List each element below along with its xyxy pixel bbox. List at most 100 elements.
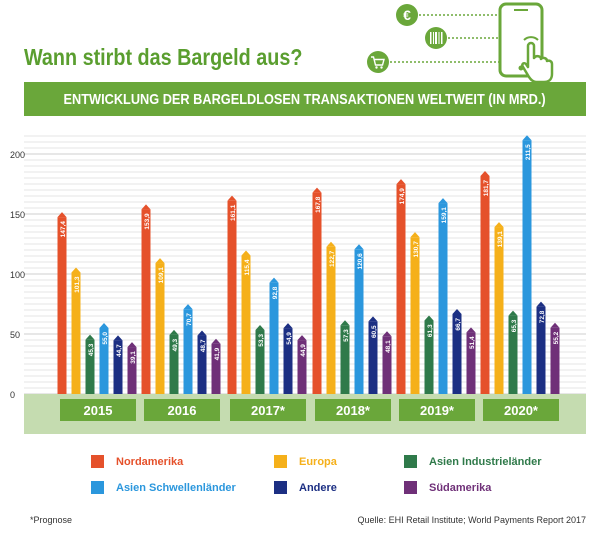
bar-cap bbox=[494, 222, 504, 228]
bar bbox=[452, 313, 462, 394]
bar-cap bbox=[155, 258, 165, 264]
data-label: 54,9 bbox=[286, 332, 293, 345]
bar-cap bbox=[183, 304, 193, 310]
data-label: 139,1 bbox=[497, 231, 504, 248]
data-label: 61,3 bbox=[427, 324, 434, 337]
data-label: 211,5 bbox=[525, 144, 532, 160]
bar-cap bbox=[197, 330, 207, 336]
data-label: 48,1 bbox=[385, 340, 392, 353]
bar bbox=[141, 209, 151, 394]
x-tick-label: 2017* bbox=[251, 403, 286, 418]
bar-cap bbox=[297, 335, 307, 341]
data-label: 41,9 bbox=[214, 347, 221, 360]
x-tick-label: 2020* bbox=[504, 403, 539, 418]
data-label: 66,7 bbox=[455, 318, 462, 331]
bar-cap bbox=[255, 325, 265, 331]
footnote-prognose: *Prognose bbox=[30, 515, 73, 525]
bar-cap bbox=[536, 301, 546, 307]
bar bbox=[382, 336, 392, 394]
year-label-box bbox=[144, 399, 220, 421]
svg-text:€: € bbox=[403, 7, 411, 23]
y-tick-label: 150 bbox=[10, 210, 25, 220]
bar-cap bbox=[396, 179, 406, 185]
year-label-box bbox=[483, 399, 559, 421]
bar bbox=[354, 249, 364, 394]
x-tick-label: 2015 bbox=[84, 403, 113, 418]
bar bbox=[494, 227, 504, 394]
bar bbox=[71, 272, 81, 394]
bar-cap bbox=[211, 338, 221, 344]
year-label-box bbox=[230, 399, 306, 421]
bar bbox=[297, 340, 307, 394]
bar bbox=[227, 200, 237, 394]
data-label: 39,1 bbox=[130, 351, 137, 364]
bar bbox=[480, 175, 490, 394]
data-label: 55,2 bbox=[553, 331, 560, 344]
y-tick-label: 100 bbox=[10, 270, 25, 280]
data-label: 167,8 bbox=[315, 196, 322, 213]
bar-cap bbox=[113, 335, 123, 341]
bar bbox=[85, 339, 95, 394]
data-label: 60,5 bbox=[371, 325, 378, 338]
bar-cap bbox=[354, 244, 364, 250]
page-title: Wann stirbt das Bargeld aus? bbox=[24, 44, 303, 70]
bar-cap bbox=[99, 323, 109, 328]
bar bbox=[155, 263, 165, 394]
data-label: 49,3 bbox=[172, 338, 179, 351]
bar-cap bbox=[71, 267, 81, 273]
x-tick-label: 2016 bbox=[168, 403, 197, 418]
bar bbox=[241, 255, 251, 394]
year-label-box bbox=[399, 399, 475, 421]
data-label: 147,4 bbox=[60, 221, 67, 238]
year-label-box bbox=[315, 399, 391, 421]
bar-cap bbox=[368, 316, 378, 322]
bar bbox=[368, 321, 378, 394]
euro-coin-icon: € bbox=[396, 4, 418, 26]
bar bbox=[113, 340, 123, 394]
data-label: 70,7 bbox=[186, 313, 193, 326]
data-label: 122,7 bbox=[329, 250, 336, 267]
bar bbox=[438, 203, 448, 394]
bar-cap bbox=[452, 308, 462, 314]
bar-cap bbox=[424, 315, 434, 321]
bar-cap bbox=[522, 135, 532, 141]
bar-cap bbox=[227, 195, 237, 201]
data-label: 101,3 bbox=[74, 276, 81, 293]
x-tick-label: 2018* bbox=[336, 403, 371, 418]
y-tick-label: 0 bbox=[10, 390, 15, 400]
bar-cap bbox=[127, 342, 137, 348]
bar-cap bbox=[438, 198, 448, 204]
data-label: 48,7 bbox=[200, 339, 207, 352]
data-label: 153,9 bbox=[144, 213, 151, 230]
data-label: 161,1 bbox=[230, 204, 237, 221]
bar-cap bbox=[141, 204, 151, 210]
bar-cap bbox=[57, 212, 67, 218]
bar-cap bbox=[466, 327, 476, 333]
bar bbox=[127, 347, 137, 394]
data-label: 55,0 bbox=[102, 332, 109, 345]
bar bbox=[508, 315, 518, 394]
data-label: 92,8 bbox=[272, 286, 279, 299]
data-label: 181,7 bbox=[483, 180, 490, 197]
bar bbox=[340, 325, 350, 394]
data-label: 120,6 bbox=[357, 253, 364, 270]
bar bbox=[424, 320, 434, 394]
bar bbox=[211, 343, 221, 394]
data-label: 72,8 bbox=[539, 310, 546, 323]
data-label: 159,1 bbox=[441, 207, 448, 224]
bar-cap bbox=[508, 310, 518, 316]
data-label: 44,7 bbox=[116, 344, 123, 357]
bar bbox=[283, 328, 293, 394]
chart-subtitle: ENTWICKLUNG DER BARGELDLOSEN TRANSAKTION… bbox=[63, 90, 547, 108]
bar bbox=[255, 330, 265, 394]
bar-cap bbox=[241, 250, 251, 256]
bar-cap bbox=[269, 277, 279, 283]
year-label-box bbox=[60, 399, 136, 421]
data-label: 44,9 bbox=[300, 344, 307, 357]
bar-cap bbox=[340, 320, 350, 326]
bar bbox=[326, 246, 336, 394]
bar bbox=[466, 332, 476, 394]
header-illustration: € bbox=[367, 2, 554, 82]
bar bbox=[550, 327, 560, 394]
